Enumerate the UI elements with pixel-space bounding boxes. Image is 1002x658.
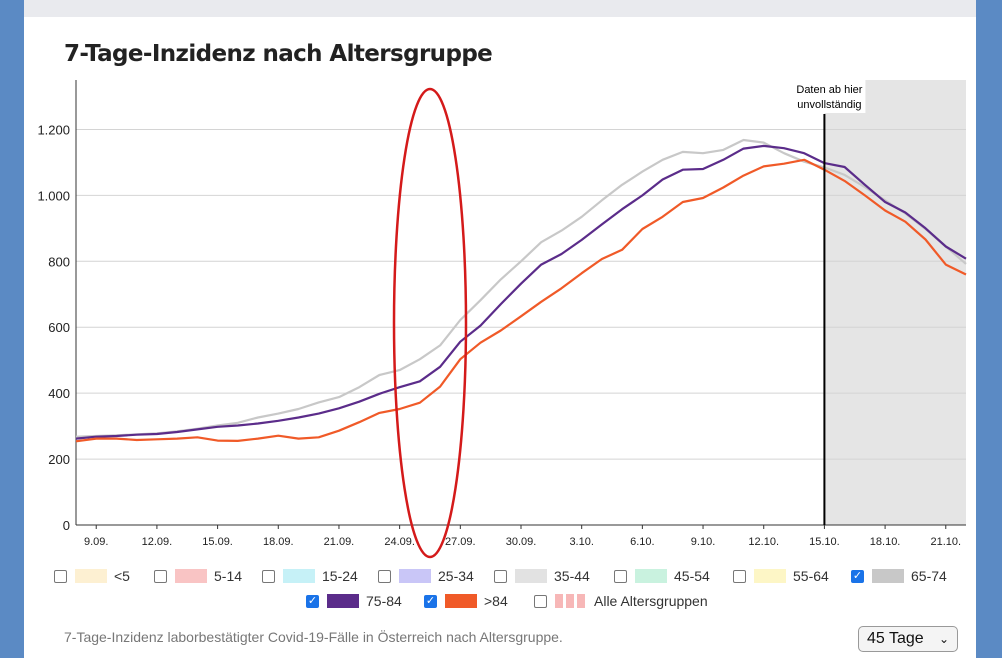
x-tick-label: 6.10. [630, 536, 654, 548]
legend-item-84[interactable]: ✓ >84 [424, 591, 508, 611]
legend-swatch [872, 569, 904, 583]
annotation-line-2: unvollständig [797, 99, 861, 111]
legend-checkbox[interactable] [154, 569, 167, 583]
x-tick-label: 3.10. [569, 536, 593, 548]
x-tick-label: 9.09. [84, 536, 108, 548]
legend-item-1524[interactable]: 15-24 [262, 566, 358, 586]
y-tick-label: 1.200 [37, 122, 70, 137]
legend-label: 75-84 [366, 593, 402, 609]
legend-swatch [327, 594, 359, 608]
highlight-ellipse [392, 87, 468, 559]
time-range-select[interactable]: 45 Tage ⌄ [858, 626, 958, 652]
legend-checkbox[interactable]: ✓ [424, 594, 437, 608]
top-bar [24, 0, 976, 17]
chart-title: 7-Tage-Inzidenz nach Altersgruppe [64, 41, 493, 67]
legend-item-2534[interactable]: 25-34 [378, 566, 474, 586]
legend-item-4554[interactable]: 45-54 [614, 566, 710, 586]
y-tick-label: 1.000 [37, 188, 70, 203]
legend-checkbox[interactable] [494, 569, 507, 583]
x-tick-label: 24.09. [384, 536, 415, 548]
legend-label: 35-44 [554, 568, 590, 584]
legend-item-7584[interactable]: ✓ 75-84 [306, 591, 402, 611]
legend-item-5564[interactable]: 55-64 [733, 566, 829, 586]
legend-swatch [635, 569, 667, 583]
x-tick-label: 12.09. [142, 536, 173, 548]
chevron-down-icon: ⌄ [938, 632, 949, 646]
legend-checkbox[interactable]: ✓ [851, 569, 864, 583]
legend-checkbox[interactable] [534, 594, 547, 608]
incidence-chart: 0 200 400 600 800 1.000 1.200 9.09. 12.09. 15.09.… [37, 79, 967, 559]
legend-label: 65-74 [911, 568, 947, 584]
legend-checkbox[interactable]: ✓ [306, 594, 319, 608]
x-tick-label: 18.10. [870, 536, 901, 548]
x-tick-label: 27.09. [445, 536, 476, 548]
y-tick-label: 800 [48, 254, 70, 269]
legend-swatch [515, 569, 547, 583]
legend-swatch [754, 569, 786, 583]
legend-swatch [445, 594, 477, 608]
y-tick-label: 200 [48, 452, 70, 467]
annotation-line-1: Daten ab hier [796, 84, 862, 96]
incomplete-data-region [824, 80, 966, 525]
x-tick-label: 21.10. [930, 536, 961, 548]
y-tick-label: 600 [48, 320, 70, 335]
legend-checkbox[interactable] [733, 569, 746, 583]
legend-label: <5 [114, 568, 130, 584]
legend-label: Alle Altersgruppen [594, 593, 708, 609]
x-tick-label: 9.10. [691, 536, 715, 548]
x-tick-label: 15.09. [202, 536, 233, 548]
legend-item-514[interactable]: 5-14 [154, 566, 242, 586]
legend-label: 55-64 [793, 568, 829, 584]
chart-card: 7-Tage-Inzidenz nach Altersgruppe 0 200 40… [24, 17, 976, 658]
legend-label: 15-24 [322, 568, 358, 584]
chart-caption: 7-Tage-Inzidenz laborbestätigter Covid-1… [64, 629, 563, 645]
legend-swatch [555, 594, 587, 608]
x-tick-label: 12.10. [748, 536, 779, 548]
legend-item-6574[interactable]: ✓ 65-74 [851, 566, 947, 586]
x-tick-label: 18.09. [263, 536, 294, 548]
x-tick-label: 21.09. [324, 536, 355, 548]
legend-swatch [175, 569, 207, 583]
legend-checkbox[interactable] [614, 569, 627, 583]
legend-checkbox[interactable] [378, 569, 391, 583]
legend-label: 25-34 [438, 568, 474, 584]
legend-checkbox[interactable] [262, 569, 275, 583]
legend-item-3544[interactable]: 35-44 [494, 566, 590, 586]
time-range-value: 45 Tage [867, 630, 924, 647]
series-line-7584 [75, 144, 967, 440]
legend-swatch [75, 569, 107, 583]
y-tick-label: 400 [48, 386, 70, 401]
legend-swatch [399, 569, 431, 583]
x-tick-label: 15.10. [809, 536, 840, 548]
series-line-84 [75, 158, 967, 443]
legend-swatch [283, 569, 315, 583]
legend-label: >84 [484, 593, 508, 609]
legend-item-5[interactable]: <5 [54, 566, 130, 586]
legend-item-allealtersgruppen[interactable]: Alle Altersgruppen [534, 591, 708, 611]
legend-label: 45-54 [674, 568, 710, 584]
y-tick-label: 0 [63, 518, 70, 533]
annotation-background [793, 79, 866, 113]
legend-checkbox[interactable] [54, 569, 67, 583]
x-tick-label: 30.09. [506, 536, 537, 548]
legend-label: 5-14 [214, 568, 243, 584]
